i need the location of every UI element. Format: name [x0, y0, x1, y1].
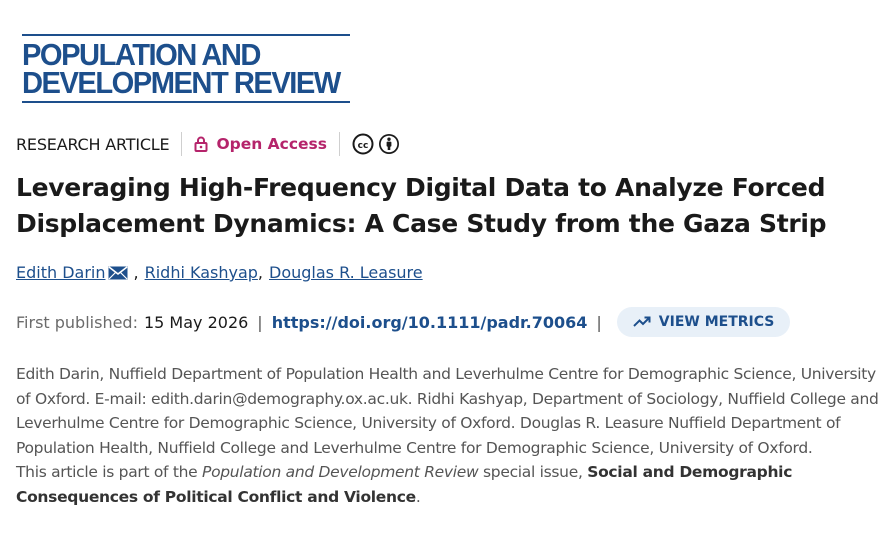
email-icon[interactable]: [108, 265, 128, 280]
logo-top-rule: [22, 34, 350, 36]
open-access-badge: Open Access: [194, 135, 327, 153]
separator: ,: [133, 263, 139, 282]
author-link[interactable]: Edith Darin: [16, 263, 106, 282]
first-published-label: First published:: [16, 312, 138, 332]
affiliations-block: Edith Darin, Nuffield Department of Popu…: [16, 362, 881, 509]
separator: |: [257, 312, 263, 332]
logo-line-2: DEVELOPMENT REVIEW: [22, 65, 341, 100]
article-type: RESEARCH ARTICLE: [16, 134, 170, 154]
lock-open-icon: [194, 136, 208, 152]
article-meta-row: RESEARCH ARTICLE Open Access cc: [16, 131, 400, 157]
doi-link[interactable]: https://doi.org/10.1111/padr.70064: [271, 312, 588, 332]
special-issue-prefix: This article is part of the: [16, 463, 203, 481]
view-metrics-label: VIEW METRICS: [658, 314, 775, 330]
logo-bottom-rule: [22, 101, 350, 103]
logo-text: POPULATION AND DEVELOPMENT REVIEW: [22, 36, 341, 101]
author-link[interactable]: Douglas R. Leasure: [269, 263, 423, 282]
article-title: Leveraging High-Frequency Digital Data t…: [16, 173, 827, 238]
special-issue-suffix: .: [415, 487, 421, 506]
cc-icon: cc: [352, 133, 374, 155]
divider: [181, 132, 183, 156]
trend-up-icon: [633, 316, 651, 327]
by-attribution-icon: [379, 134, 399, 154]
special-issue-title: Social and Demographic Consequences of P…: [16, 463, 793, 506]
logo-line-1: POPULATION AND: [22, 37, 261, 72]
open-access-label: Open Access: [216, 135, 327, 153]
author-list: Edith Darin , Ridhi Kashyap , Douglas R.…: [16, 263, 423, 282]
license-badge[interactable]: cc: [352, 133, 400, 155]
special-issue-note: This article is part of the Population a…: [16, 460, 881, 509]
special-issue-journal: Population and Development Review: [202, 463, 479, 481]
author-link[interactable]: Ridhi Kashyap: [144, 263, 258, 282]
divider: [339, 132, 340, 156]
separator: ,: [257, 263, 263, 282]
special-issue-middle: special issue,: [478, 463, 588, 481]
published-date: 15 May 2026: [143, 312, 249, 332]
affiliations-text: Edith Darin, Nuffield Department of Popu…: [16, 365, 879, 457]
publication-row: First published: 15 May 2026 | https://d…: [16, 307, 791, 337]
journal-logo[interactable]: POPULATION AND DEVELOPMENT REVIEW: [22, 34, 350, 103]
svg-text:cc: cc: [358, 141, 369, 151]
separator: |: [596, 312, 602, 332]
view-metrics-button[interactable]: VIEW METRICS: [616, 307, 791, 337]
